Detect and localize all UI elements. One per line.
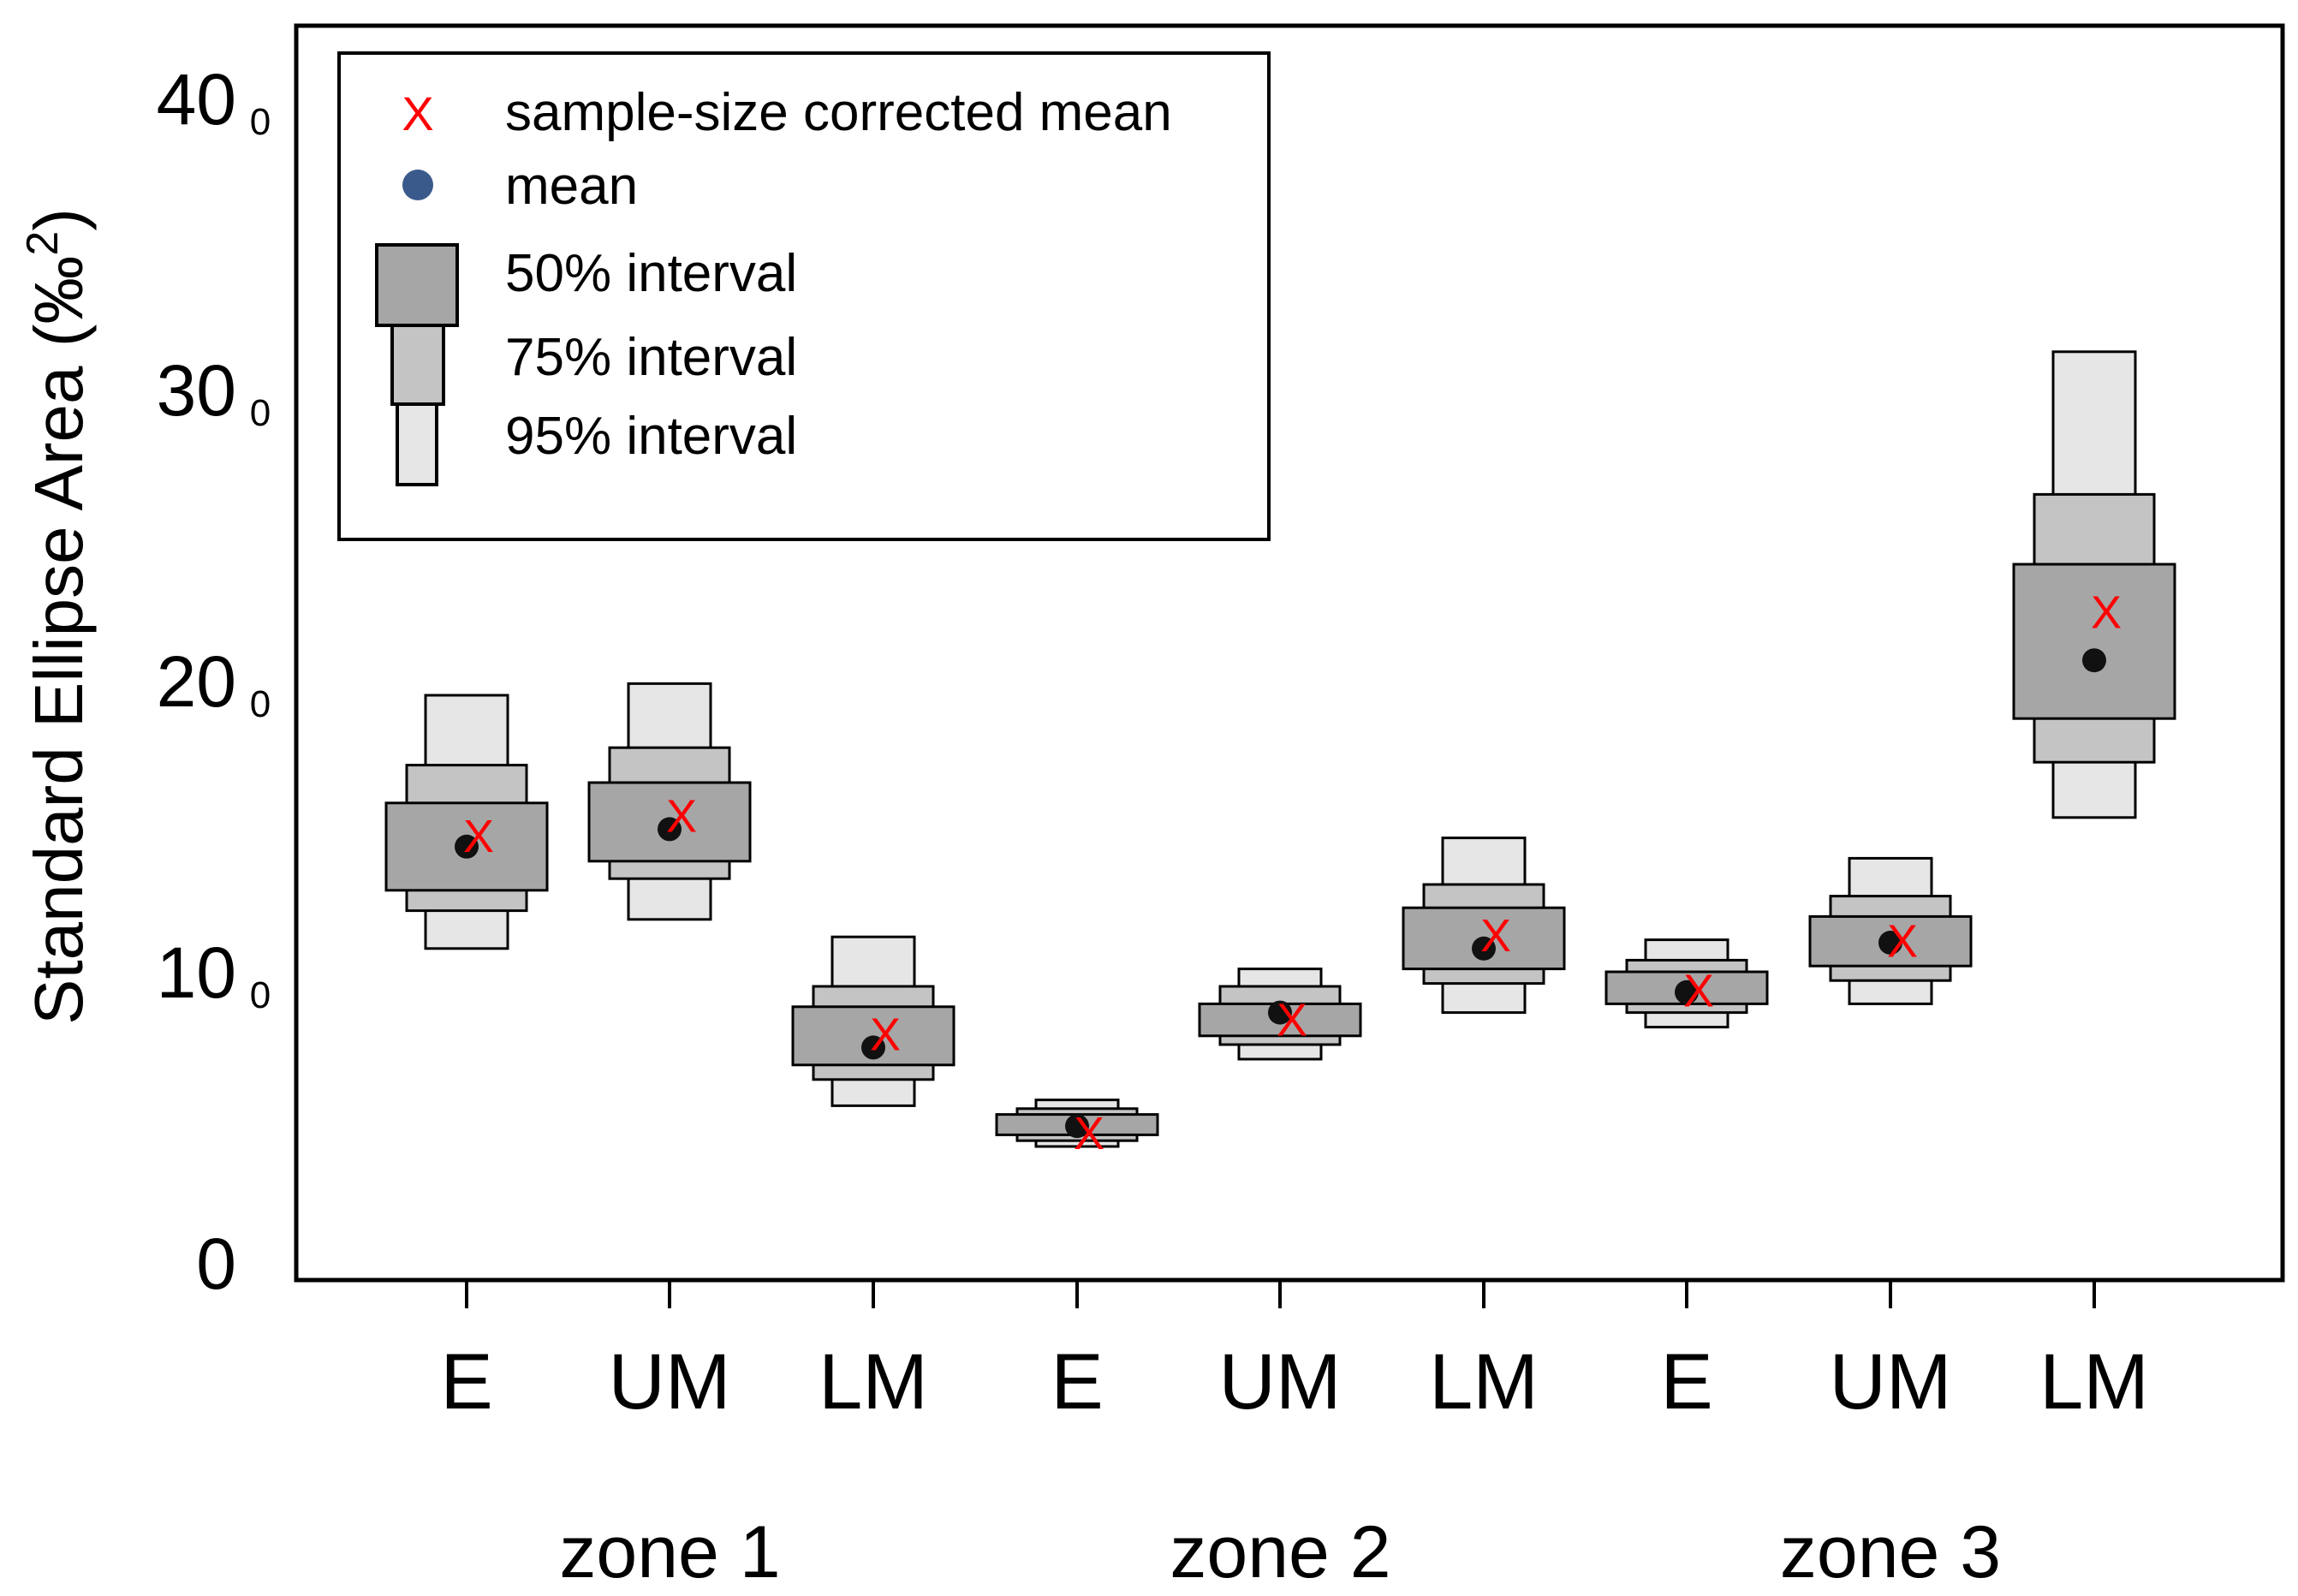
y-tick-minor-label: 0: [250, 974, 271, 1016]
interval-box-50: [1808, 914, 1973, 968]
mean-point: [2082, 648, 2106, 673]
zone-label: zone 1: [559, 1511, 780, 1593]
y-tick-label: 30: [157, 350, 236, 431]
interval-marks: X X X X X X X X X: [384, 350, 2176, 1159]
legend-box75-marker: [390, 324, 445, 406]
zone-label: zone 2: [1170, 1511, 1390, 1593]
zone-labels: zone 1 zone 2 zone 3: [559, 1511, 2001, 1593]
interval-box-50: [2012, 563, 2176, 720]
y-axis-label-close: ): [21, 208, 97, 231]
corrected-mean-marker: X: [463, 811, 494, 862]
y-axis-label-sup: 2: [18, 231, 68, 256]
y-tick-minor-label: 0: [250, 101, 271, 143]
legend-x-marker: X: [402, 86, 433, 140]
corrected-mean-marker: X: [1683, 965, 1714, 1016]
corrected-mean-marker: X: [1887, 916, 1918, 968]
mean-point: [455, 834, 479, 859]
y-tick-label: 40: [157, 59, 236, 140]
legend-label-50: 50% interval: [505, 244, 797, 303]
x-tick-label: E: [1051, 1338, 1103, 1426]
mean-point: [1065, 1114, 1089, 1139]
x-tick-label: UM: [608, 1338, 730, 1426]
x-tick-label: UM: [1218, 1338, 1341, 1426]
legend-mean-marker: [402, 170, 433, 200]
y-tick-label: 0: [196, 1224, 236, 1304]
y-ticks: 0 10 0 20 0 30 0 40 0: [157, 59, 271, 1304]
y-tick-label: 20: [157, 641, 236, 722]
legend-label-75: 75% interval: [505, 328, 797, 387]
y-tick-minor-label: 0: [250, 683, 271, 725]
y-tick-minor-label: 0: [250, 392, 271, 434]
corrected-mean-marker: X: [666, 790, 697, 842]
mean-point: [1268, 1000, 1292, 1025]
mean-point: [658, 817, 682, 842]
legend-label-mean: mean: [505, 157, 638, 216]
mean-point: [1675, 980, 1699, 1004]
legend-box95-marker: [396, 402, 438, 486]
legend-box: [337, 51, 1271, 541]
legend: X sample-size corrected mean mean 50% in…: [337, 51, 1271, 541]
mean-point: [861, 1035, 885, 1060]
zone-label: zone 3: [1780, 1511, 2001, 1593]
legend-box50-marker: [375, 243, 459, 327]
x-tick-label: LM: [1429, 1338, 1539, 1426]
corrected-mean-marker: X: [2091, 587, 2122, 638]
x-tick-label: E: [440, 1338, 492, 1426]
corrected-mean-marker: X: [870, 1009, 901, 1060]
x-ticks: E UM LM E UM LM E UM LM: [440, 1280, 2149, 1426]
corrected-mean-marker: X: [1277, 994, 1307, 1045]
corrected-mean-marker: X: [1074, 1108, 1104, 1159]
x-tick-label: LM: [819, 1338, 928, 1426]
y-tick-label: 10: [157, 932, 236, 1013]
mean-point: [1878, 931, 1902, 955]
x-tick-label: E: [1660, 1338, 1712, 1426]
y-axis-label: Standard Ellipse Area (‰2): [18, 208, 97, 1025]
y-axis-label-main: Standard Ellipse Area (‰: [21, 256, 97, 1025]
mean-point: [1472, 936, 1496, 961]
legend-label-corrected-mean: sample-size corrected mean: [505, 83, 1172, 142]
legend-label-95: 95% interval: [505, 407, 797, 466]
corrected-mean-marker: X: [1480, 910, 1511, 962]
x-tick-label: UM: [1829, 1338, 1951, 1426]
plot-frame: [294, 23, 2285, 1283]
x-tick-label: LM: [2039, 1338, 2149, 1426]
